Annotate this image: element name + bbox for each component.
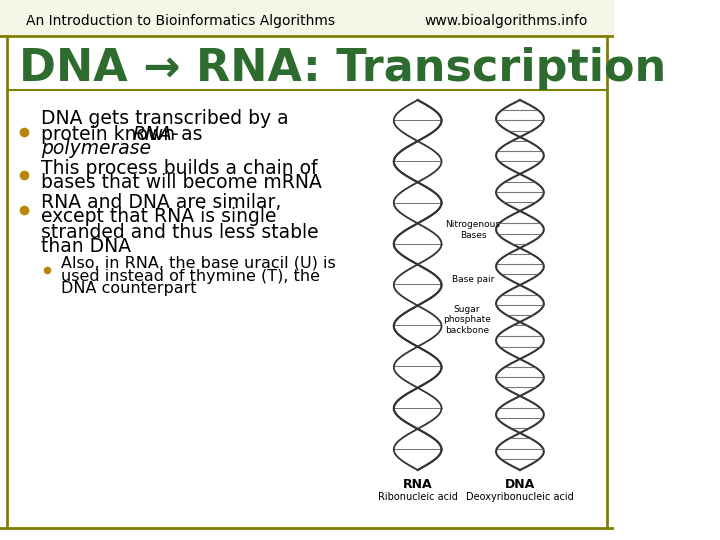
Text: polymerase: polymerase (41, 139, 151, 159)
Text: www.bioalgorithms.info: www.bioalgorithms.info (425, 14, 588, 28)
Text: than DNA: than DNA (41, 238, 131, 256)
Text: stranded and thus less stable: stranded and thus less stable (41, 222, 318, 241)
Text: Nitrogenous
Bases: Nitrogenous Bases (446, 220, 500, 240)
Text: DNA counterpart: DNA counterpart (61, 281, 197, 296)
Text: DNA → RNA: Transcription: DNA → RNA: Transcription (19, 46, 666, 90)
Text: except that RNA is single: except that RNA is single (41, 207, 276, 226)
Text: Deoxyribonucleic acid: Deoxyribonucleic acid (466, 492, 574, 502)
FancyBboxPatch shape (0, 0, 613, 35)
Text: RNA and DNA are similar,: RNA and DNA are similar, (41, 192, 282, 212)
Text: used instead of thymine (T), the: used instead of thymine (T), the (61, 268, 320, 284)
Text: Base pair: Base pair (452, 275, 494, 285)
Text: RNA: RNA (403, 478, 433, 491)
Text: DNA gets transcribed by a: DNA gets transcribed by a (41, 110, 289, 129)
Text: bases that will become mRNA: bases that will become mRNA (41, 173, 322, 192)
Text: Ribonucleic acid: Ribonucleic acid (378, 492, 458, 502)
Text: RNA-: RNA- (133, 125, 179, 144)
Text: Sugar
phosphate
backbone: Sugar phosphate backbone (443, 305, 491, 335)
Text: DNA: DNA (505, 478, 535, 491)
Text: Also, in RNA, the base uracil (U) is: Also, in RNA, the base uracil (U) is (61, 255, 336, 271)
Text: This process builds a chain of: This process builds a chain of (41, 159, 318, 178)
Text: An Introduction to Bioinformatics Algorithms: An Introduction to Bioinformatics Algori… (26, 14, 335, 28)
Text: protein known as: protein known as (41, 125, 208, 144)
